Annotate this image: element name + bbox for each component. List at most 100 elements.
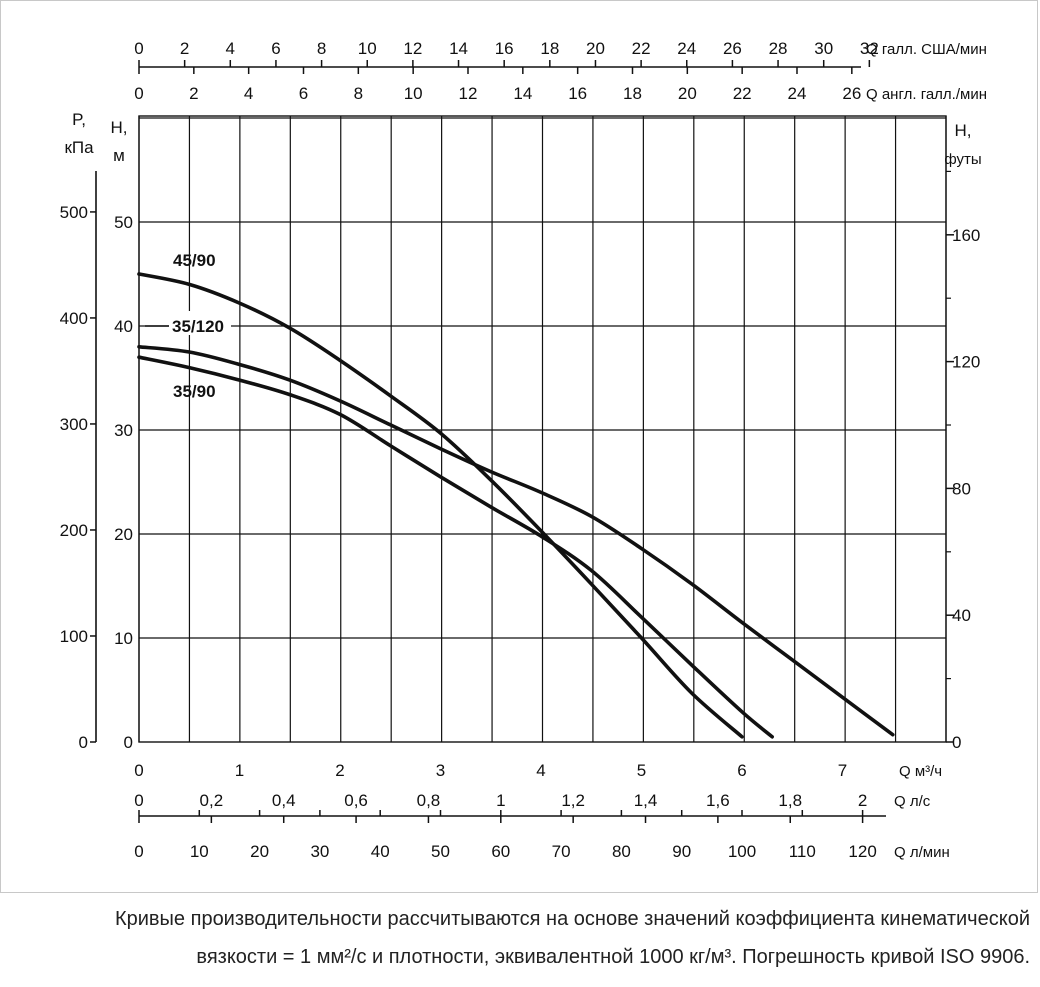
caption-line-1: Кривые производительности рассчитываются… [114,908,1030,930]
tick-label-flow-igpm: 18 [623,84,642,103]
tick-label-flow-m3h: 0 [134,761,143,780]
tick-label-head-m: 10 [114,629,133,648]
tick-label-flow-igpm: 6 [299,84,308,103]
tick-label-flow-lmin: 110 [789,842,816,861]
tick-label-flow-lmin: 50 [431,842,450,861]
pump-performance-chart: 01020304050H,м0100200300400500P,кПа04080… [60,39,987,861]
curve-label-35-120-bg [169,311,231,335]
tick-label-flow-lmin: 70 [552,842,571,861]
tick-label-flow-igpm: 10 [404,84,423,103]
tick-label-flow-usgpm: 2 [180,39,189,58]
tick-label-flow-lmin: 20 [250,842,269,861]
axis-label-flow-usgpm: Q галл. США/мин [866,41,987,58]
tick-label-flow-usgpm: 16 [495,39,514,58]
caption-line-2: вязкости = 1 мм²/с и плотности, эквивале… [196,946,1030,968]
tick-label-flow-lmin: 40 [371,842,390,861]
tick-label-flow-lmin: 30 [310,842,329,861]
tick-label-flow-m3h: 7 [838,761,847,780]
tick-label-flow-igpm: 2 [189,84,198,103]
tick-label-flow-igpm: 26 [842,84,861,103]
curve-35-90 [137,355,774,739]
tick-label-head-ft: 0 [952,733,961,752]
tick-label-flow-igpm: 4 [244,84,253,103]
curve-label-45-90: 45/90 [173,251,216,270]
axis-label-flow-igpm: Q англ. галл./мин [866,86,987,103]
tick-label-flow-m3h: 2 [335,761,344,780]
axis-label-flow-ls: Q л/с [894,793,931,810]
curves [137,272,895,739]
tick-label-head-m: 40 [114,317,133,336]
tick-label-flow-lmin: 90 [672,842,691,861]
tick-label-flow-ls: 0,2 [200,791,224,810]
axis-label-head-m-bottom: м [113,146,125,165]
grid [138,116,947,742]
tick-label-flow-ls: 1,8 [778,791,802,810]
tick-label-head-ft: 80 [952,479,971,498]
tick-label-flow-usgpm: 14 [449,39,468,58]
tick-label-flow-ls: 0,4 [272,791,296,810]
tick-label-pressure: 500 [60,203,88,222]
tick-label-flow-usgpm: 18 [540,39,559,58]
tick-label-head-m: 30 [114,421,133,440]
tick-label-flow-lmin: 10 [190,842,209,861]
plot-border [138,115,947,743]
tick-label-flow-igpm: 22 [733,84,752,103]
tick-label-flow-igpm: 14 [513,84,532,103]
tick-label-flow-igpm: 24 [788,84,807,103]
tick-label-flow-igpm: 20 [678,84,697,103]
tick-label-flow-usgpm: 24 [677,39,696,58]
tick-label-pressure: 400 [60,309,88,328]
tick-label-flow-igpm: 12 [459,84,478,103]
tick-label-flow-usgpm: 4 [226,39,235,58]
tick-label-flow-usgpm: 6 [271,39,280,58]
axis-label-head-ft-top: H, [955,121,972,140]
tick-label-flow-lmin: 0 [134,842,143,861]
tick-label-flow-usgpm: 8 [317,39,326,58]
tick-label-flow-usgpm: 22 [632,39,651,58]
tick-label-flow-ls: 1,2 [561,791,585,810]
axis-label-pressure-bottom: кПа [64,138,94,157]
curve-35-120 [137,345,895,737]
tick-label-pressure: 0 [79,733,88,752]
tick-label-flow-m3h: 5 [637,761,646,780]
tick-label-head-m: 0 [124,733,133,752]
tick-label-pressure: 200 [60,521,88,540]
curve-45-90 [137,272,744,739]
tick-label-flow-usgpm: 0 [134,39,143,58]
tick-label-flow-ls: 1,6 [706,791,730,810]
tick-label-flow-lmin: 80 [612,842,631,861]
tick-label-flow-usgpm: 10 [358,39,377,58]
tick-label-flow-m3h: 1 [235,761,244,780]
tick-label-flow-igpm: 8 [354,84,363,103]
chart-frame: 0 10 20 30 40 50 H, м 0 100 200 300 400 500 P, кПа 0 40 80… [0,0,1038,893]
tick-label-flow-ls: 0 [134,791,143,810]
tick-label-flow-ls: 2 [858,791,867,810]
axis-label-flow-lmin: Q л/мин [894,844,950,861]
tick-label-flow-igpm: 0 [134,84,143,103]
tick-label-pressure: 300 [60,415,88,434]
axis-label-pressure-top: P, [72,110,86,129]
curve-label-35-90: 35/90 [173,382,216,401]
tick-label-flow-m3h: 4 [536,761,545,780]
tick-label-flow-usgpm: 26 [723,39,742,58]
tick-label-flow-ls: 0,8 [417,791,441,810]
tick-label-pressure: 100 [60,627,88,646]
tick-label-head-m: 20 [114,525,133,544]
tick-label-flow-usgpm: 32 [860,39,879,58]
axis-label-head-ft-bottom: футы [944,151,981,168]
axis-label-flow-m3h: Q м³/ч [899,763,942,780]
curve-label-35-120: 35/120 [172,317,224,336]
tick-label-flow-m3h: 3 [436,761,445,780]
chart-caption: Кривые производительности рассчитываются… [0,900,1030,976]
tick-label-head-m: 50 [114,213,133,232]
tick-label-flow-ls: 1 [496,791,505,810]
tick-label-flow-usgpm: 30 [814,39,833,58]
tick-label-flow-ls: 0,6 [344,791,368,810]
tick-label-flow-lmin: 100 [728,842,756,861]
tick-label-flow-ls: 1,4 [634,791,658,810]
tick-label-flow-m3h: 6 [737,761,746,780]
tick-label-head-ft: 160 [952,226,980,245]
tick-label-flow-lmin: 120 [848,842,876,861]
tick-label-head-ft: 40 [952,606,971,625]
tick-label-flow-usgpm: 28 [769,39,788,58]
